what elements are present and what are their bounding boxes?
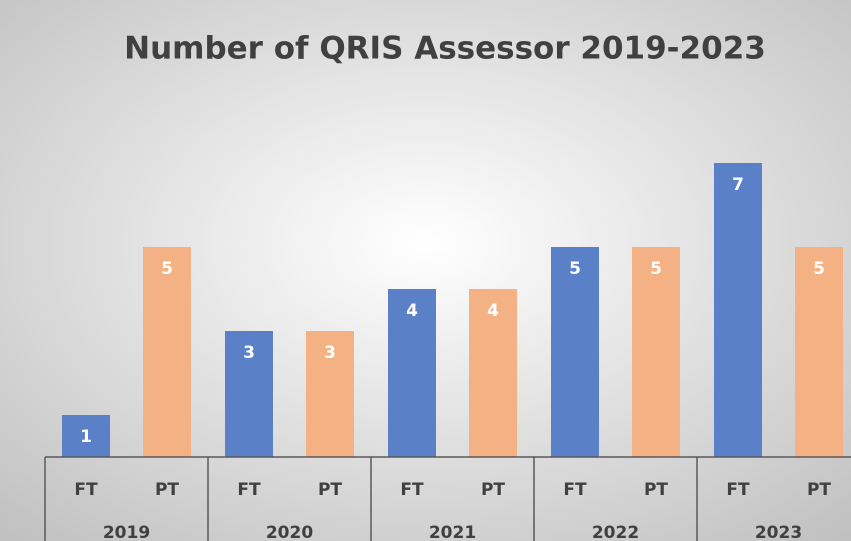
value-label: 4 <box>406 301 418 321</box>
bar <box>388 289 436 457</box>
sub-category-label: FT <box>400 480 424 500</box>
value-label: 3 <box>243 343 255 363</box>
bar <box>795 247 843 457</box>
sub-category-label: FT <box>237 480 261 500</box>
bar <box>551 247 599 457</box>
bar <box>306 331 354 457</box>
sub-category-label: PT <box>807 480 831 500</box>
chart-title: Number of QRIS Assessor 2019-2023 <box>124 31 766 67</box>
bar <box>469 289 517 457</box>
sub-category-label: FT <box>563 480 587 500</box>
sub-category-label: PT <box>318 480 342 500</box>
x-tick-label: 2023 <box>755 523 802 541</box>
sub-category-label: FT <box>726 480 750 500</box>
x-tick-label: 2022 <box>592 523 639 541</box>
value-label: 5 <box>813 259 825 279</box>
bar <box>62 415 110 457</box>
sub-category-label: PT <box>155 480 179 500</box>
value-label: 7 <box>732 175 744 195</box>
bar <box>225 331 273 457</box>
bar <box>143 247 191 457</box>
bar <box>632 247 680 457</box>
x-tick-label: 2019 <box>103 523 150 541</box>
x-tick-label: 2021 <box>429 523 476 541</box>
value-label: 3 <box>324 343 336 363</box>
value-label: 5 <box>161 259 173 279</box>
value-label: 5 <box>650 259 662 279</box>
sub-category-label: PT <box>481 480 505 500</box>
sub-category-label: FT <box>74 480 98 500</box>
value-label: 4 <box>487 301 499 321</box>
value-label: 5 <box>569 259 581 279</box>
value-label: 1 <box>80 427 92 447</box>
bar <box>714 163 762 457</box>
sub-category-label: PT <box>644 480 668 500</box>
x-tick-label: 2020 <box>266 523 313 541</box>
